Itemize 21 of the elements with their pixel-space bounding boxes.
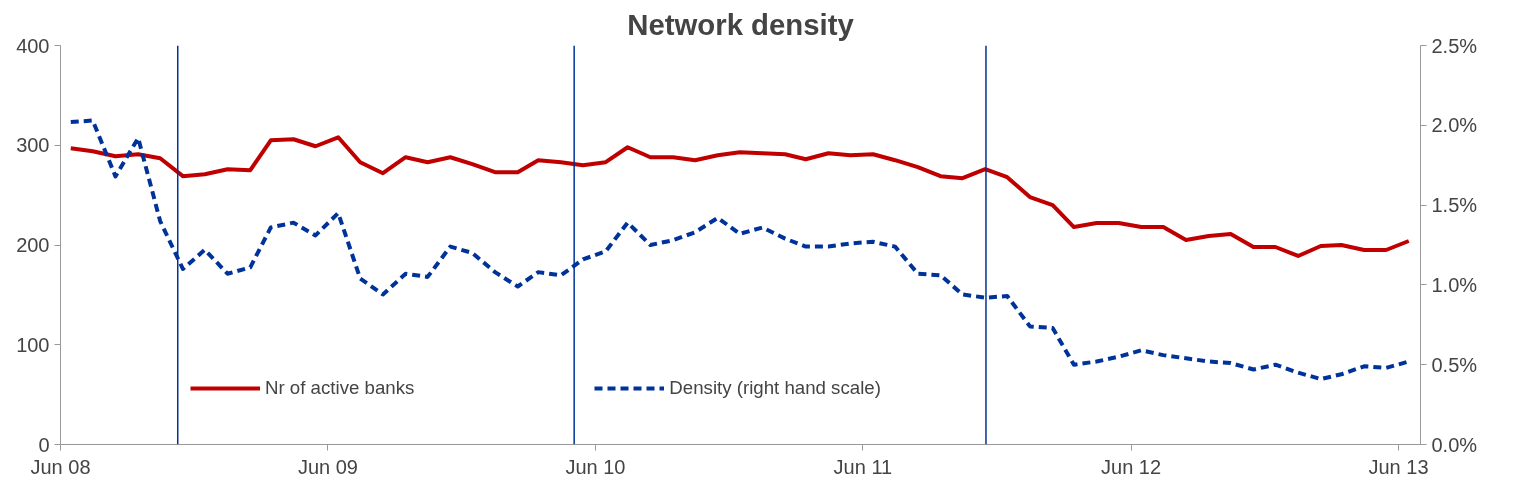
- y-tick-label: 200: [16, 234, 50, 256]
- y-tick-label: 300: [16, 134, 50, 157]
- legend-label: Nr of active banks: [265, 377, 415, 399]
- y-tick-label: 400: [16, 34, 50, 57]
- y2-tick-label: 2.5%: [1431, 34, 1478, 57]
- y-tick-label: 0: [38, 433, 50, 456]
- y-tick-label: 100: [16, 333, 50, 356]
- x-tick-label: Jun 12: [1101, 455, 1162, 478]
- chart-title: Network density: [627, 7, 855, 41]
- y2-tick-label: 1.0%: [1431, 273, 1478, 296]
- y2-tick-label: 0.0%: [1431, 433, 1478, 456]
- line-series: [68, 135, 1411, 258]
- x-tick-label: Jun 10: [565, 455, 626, 478]
- x-tick-label: Jun 11: [833, 455, 893, 478]
- y2-tick-label: 2.0%: [1431, 114, 1478, 137]
- x-tick-label: Jun 08: [30, 455, 91, 478]
- x-tick-label: Jun 13: [1368, 455, 1429, 478]
- x-tick-label: Jun 09: [297, 455, 358, 478]
- y2-tick-label: 1.5%: [1431, 194, 1478, 217]
- y2-tick-label: 0.5%: [1431, 353, 1478, 376]
- legend-label: Density (right hand scale): [669, 377, 881, 399]
